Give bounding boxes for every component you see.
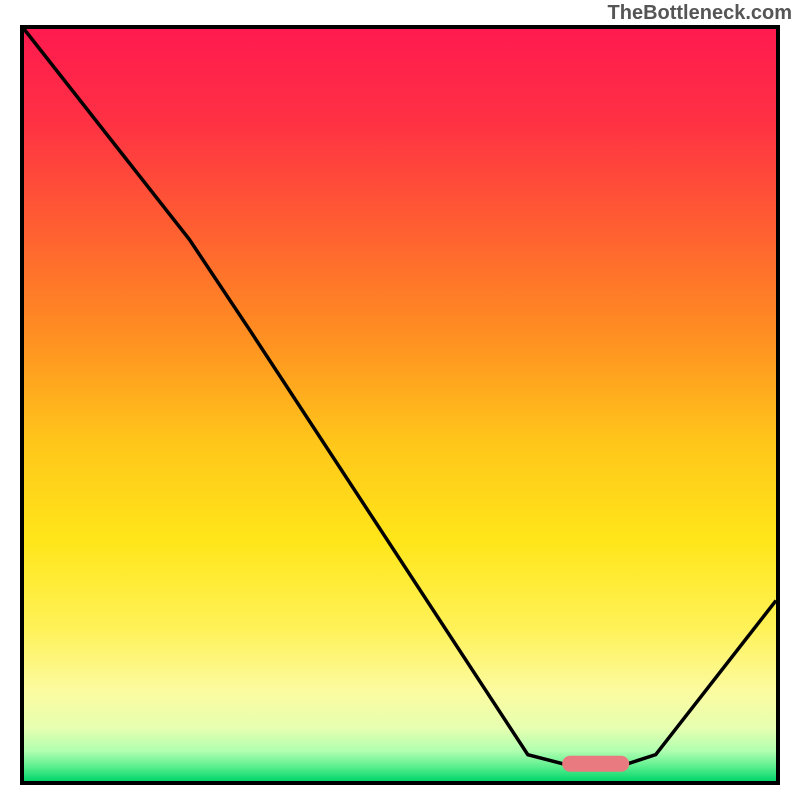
attribution-text: TheBottleneck.com [608, 2, 792, 25]
bottleneck-curve [24, 29, 776, 781]
plot-frame [20, 25, 780, 785]
chart-container: TheBottleneck.com [0, 0, 800, 800]
optimum-marker [562, 755, 630, 772]
